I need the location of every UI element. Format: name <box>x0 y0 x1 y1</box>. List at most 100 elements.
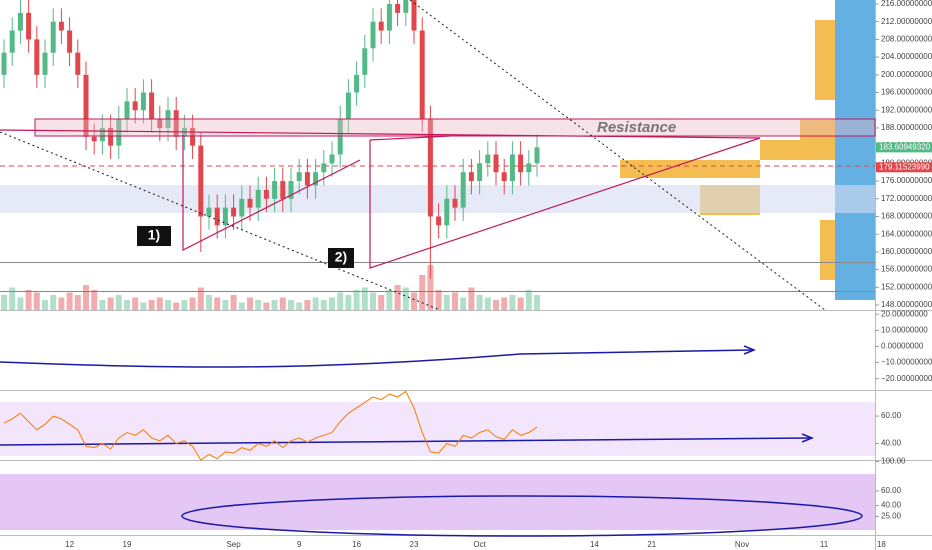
y-tick-label: 100.00 <box>881 457 906 466</box>
volume-bar <box>25 290 32 310</box>
x-tick-label: 18 <box>877 540 886 549</box>
candle-body <box>321 163 327 173</box>
volume-bar <box>148 300 155 310</box>
x-tick-label: 14 <box>590 540 599 549</box>
y-tick-label: 152.00000000 <box>881 282 932 291</box>
stoch-band <box>0 474 875 530</box>
candle-body <box>354 74 360 93</box>
volume-bar <box>468 287 475 310</box>
volume-bar <box>517 297 524 310</box>
candle-body <box>116 119 122 146</box>
x-tick-label: 23 <box>410 540 419 549</box>
annotation: Resistance <box>597 119 676 136</box>
volume-bar <box>9 287 16 310</box>
candle-body <box>518 154 524 173</box>
volume-bar <box>238 302 245 310</box>
volume-bar <box>189 297 196 310</box>
volume-bar <box>50 295 57 310</box>
candle-body <box>370 21 376 49</box>
candle-body <box>345 92 351 120</box>
volume-bar <box>173 302 180 310</box>
candle-body <box>296 172 302 182</box>
volume-bar <box>501 297 508 310</box>
volume-bar <box>394 285 401 310</box>
volume-bar <box>534 295 540 310</box>
y-tick-label: 192.00000000 <box>881 105 932 114</box>
candle-body <box>140 92 146 111</box>
volume-bar <box>1 295 7 310</box>
volume-bar <box>140 302 147 310</box>
volume-bar <box>337 292 344 310</box>
volume-bar <box>329 297 335 310</box>
volume-bar <box>165 300 171 310</box>
volume-bar <box>42 300 48 310</box>
volume-bar <box>525 290 532 310</box>
volume-bar <box>107 297 114 310</box>
volume-bar <box>230 295 237 310</box>
volume-bar <box>476 295 483 310</box>
volume-bar <box>460 297 467 310</box>
candle-body <box>83 74 89 137</box>
candle-body <box>222 207 228 226</box>
volume-bar <box>263 302 270 310</box>
y-tick-label: 40.00 <box>881 501 902 510</box>
x-tick-label: Oct <box>473 540 486 549</box>
volume-bar <box>320 300 327 310</box>
volume-bar <box>312 297 319 310</box>
volume-bar <box>279 297 286 310</box>
annotation: 2) <box>335 249 347 265</box>
volume-bar <box>353 290 360 310</box>
volume-bar <box>58 297 65 310</box>
volume-bar <box>181 300 188 310</box>
volume-bar <box>33 292 40 310</box>
y-tick-label: 216.00000000 <box>881 0 932 8</box>
y-tick-label: 160.00000000 <box>881 247 932 256</box>
volume-bar <box>132 297 139 310</box>
candle-body <box>304 172 310 186</box>
candle-body <box>58 21 64 31</box>
y-tick-label: 176.00000000 <box>881 176 932 185</box>
x-tick-label: 9 <box>297 540 302 549</box>
candle-body <box>272 181 278 199</box>
volume-bar <box>427 265 434 310</box>
candle-body <box>149 92 155 120</box>
candle-body <box>50 21 56 53</box>
volume-bar <box>386 290 393 310</box>
x-tick-label: 21 <box>647 540 656 549</box>
rsi-band <box>0 402 875 456</box>
candle-body <box>419 30 425 120</box>
candle-body <box>255 189 261 208</box>
volume-bar <box>345 295 352 310</box>
candle-body <box>214 207 220 226</box>
candle-body <box>509 154 515 182</box>
volume-bar <box>91 290 98 310</box>
support-zone <box>0 185 875 213</box>
candle-body <box>239 198 245 217</box>
candle-body <box>157 119 163 128</box>
y-tick-label: 10.00000000 <box>881 325 928 334</box>
candle-body <box>263 189 269 199</box>
candle-body <box>337 119 343 155</box>
volume-bar <box>156 297 163 310</box>
y-tick-label: 196.00000000 <box>881 88 932 97</box>
candle-body <box>190 127 196 146</box>
y-tick-label: 168.00000000 <box>881 212 932 221</box>
y-tick-label: 208.00000000 <box>881 35 932 44</box>
candle-body <box>173 110 179 137</box>
price-tag <box>876 142 932 153</box>
y-tick-label: −10.00000000 <box>881 358 932 367</box>
x-tick-label: Sep <box>226 540 241 549</box>
y-tick-label: 60.00 <box>881 411 902 420</box>
candle-body <box>99 127 105 142</box>
price-tag-label: 179.11523990 <box>879 162 930 171</box>
candle-body <box>198 145 204 217</box>
volume-bar <box>99 300 106 310</box>
annotation: 1) <box>148 227 160 243</box>
volume-bar <box>296 302 303 310</box>
candle-body <box>26 12 32 40</box>
candle-body <box>9 30 15 53</box>
x-tick-label: Nov <box>735 540 749 549</box>
volume-bar <box>206 295 212 310</box>
